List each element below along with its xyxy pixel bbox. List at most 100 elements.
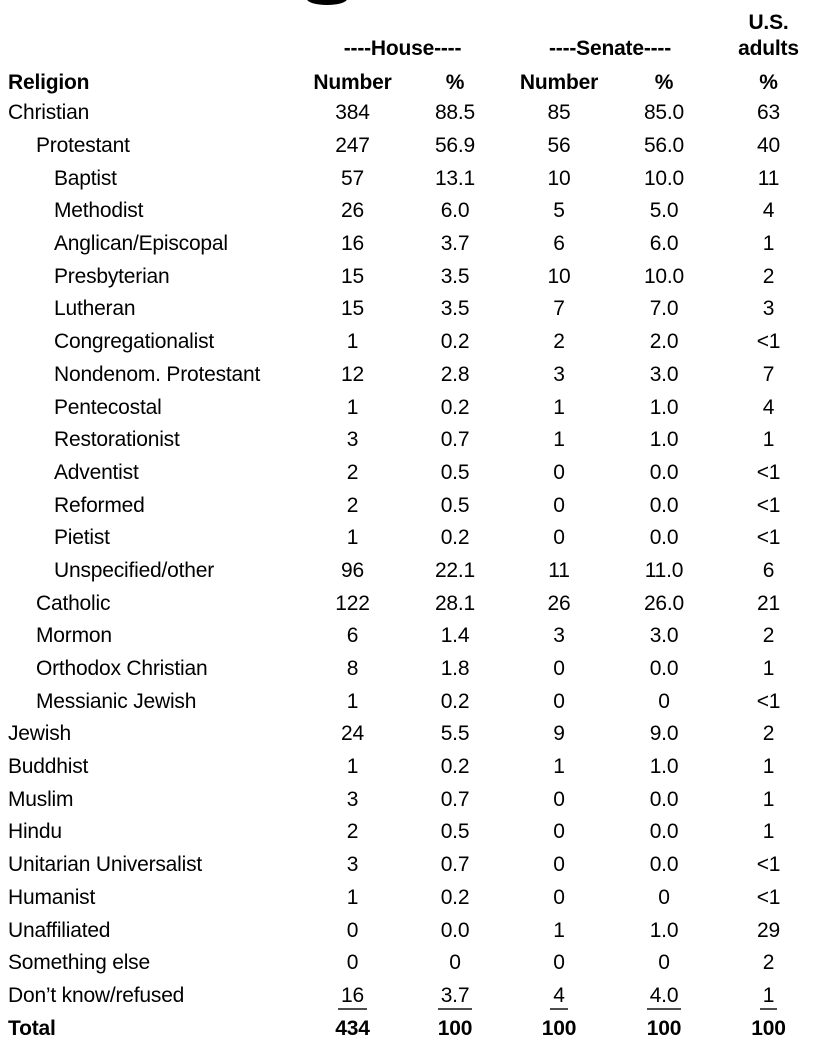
row-value: 10.0 bbox=[643, 166, 685, 190]
row-value: 12 bbox=[341, 362, 364, 386]
row-label: Muslim bbox=[8, 787, 74, 811]
row-value: 0 bbox=[658, 951, 670, 975]
house-group-header: ----House---- bbox=[343, 37, 462, 60]
row-value: 0.0 bbox=[440, 918, 470, 942]
row-value: 434 bbox=[335, 1016, 370, 1040]
row-label: Total bbox=[8, 1016, 56, 1040]
row-value: 88.5 bbox=[434, 101, 476, 125]
row-value: 3 bbox=[553, 362, 565, 386]
row-label: Lutheran bbox=[54, 297, 136, 321]
row-value: 22.1 bbox=[434, 558, 476, 582]
row-value: 10 bbox=[547, 264, 571, 288]
row-value: 1 bbox=[762, 787, 775, 811]
row-value: 7.0 bbox=[649, 297, 679, 321]
row-value: 1.0 bbox=[649, 428, 679, 452]
row-value: 0.0 bbox=[649, 820, 679, 844]
us-adults-header-line2: adults bbox=[738, 37, 799, 60]
row-value: 1 bbox=[762, 232, 775, 256]
row-value: 2 bbox=[346, 460, 359, 484]
row-value: 85 bbox=[547, 101, 571, 125]
row-value: 1 bbox=[346, 330, 359, 354]
row-value: 0 bbox=[346, 951, 359, 975]
row-value: 4.0 bbox=[613, 983, 715, 1010]
row-value: 6.0 bbox=[440, 199, 470, 223]
row-value: 56 bbox=[547, 134, 571, 158]
row-value: 10.0 bbox=[643, 264, 685, 288]
row-value: 0 bbox=[553, 493, 565, 517]
row-value: 24 bbox=[341, 722, 364, 746]
row-label: Catholic bbox=[36, 591, 111, 615]
row-value: 0 bbox=[553, 820, 565, 844]
senate-pct-column-header: % bbox=[654, 71, 674, 94]
table-row: Muslim 3 0.7 0 0.0 1 bbox=[0, 783, 822, 816]
row-value: 5 bbox=[553, 199, 565, 223]
table-row: Hindu 2 0.5 0 0.0 1 bbox=[0, 816, 822, 849]
row-value: 11 bbox=[548, 558, 570, 582]
row-value: <1 bbox=[756, 330, 781, 354]
row-label: Don’t know/refused bbox=[8, 983, 185, 1007]
row-value: 0 bbox=[658, 885, 670, 909]
row-value: 15 bbox=[341, 297, 364, 321]
us-adults-header-line1: U.S. bbox=[748, 11, 789, 34]
table-row: Presbyterian 15 3.5 10 10.0 2 bbox=[0, 260, 822, 293]
row-label: Unspecified/other bbox=[54, 558, 215, 582]
row-label: Something else bbox=[8, 951, 150, 975]
row-value: <1 bbox=[756, 885, 781, 909]
row-value: 2 bbox=[346, 493, 359, 517]
row-value: <1 bbox=[756, 853, 781, 877]
row-label: Mormon bbox=[36, 624, 112, 648]
row-label: Protestant bbox=[36, 134, 130, 158]
row-value: 40 bbox=[757, 134, 780, 158]
table-row: Reformed 2 0.5 0 0.0 <1 bbox=[0, 489, 822, 522]
row-value: 0.5 bbox=[440, 820, 470, 844]
row-value: 3.0 bbox=[649, 624, 679, 648]
row-value: 0.0 bbox=[649, 460, 679, 484]
row-value: 122 bbox=[335, 591, 370, 615]
row-value: 0 bbox=[553, 885, 565, 909]
row-value: 384 bbox=[335, 101, 370, 125]
row-value: 7 bbox=[762, 362, 775, 386]
table-row: Adventist 2 0.5 0 0.0 <1 bbox=[0, 457, 822, 490]
row-value: 56.9 bbox=[434, 134, 476, 158]
table-row: Baptist 57 13.1 10 10.0 11 bbox=[0, 162, 822, 195]
row-value: 0.2 bbox=[440, 885, 470, 909]
senate-number-column-header: Number bbox=[519, 71, 599, 94]
row-value: 1 bbox=[762, 820, 775, 844]
row-value: 0.5 bbox=[440, 460, 470, 484]
row-value: 0.2 bbox=[440, 330, 470, 354]
row-label: Christian bbox=[8, 101, 90, 125]
row-value: 100 bbox=[646, 1016, 682, 1040]
row-value: 9 bbox=[553, 722, 565, 746]
row-value: 0 bbox=[553, 657, 565, 681]
row-value: 0.0 bbox=[649, 853, 679, 877]
row-value: 100 bbox=[751, 1016, 786, 1040]
column-header-row: Religion Number % Number % % bbox=[0, 68, 822, 98]
row-value: 2 bbox=[762, 951, 775, 975]
table-row: Restorationist 3 0.7 1 1.0 1 bbox=[0, 424, 822, 457]
row-value: 1.4 bbox=[440, 624, 470, 648]
row-value: 9.0 bbox=[649, 722, 679, 746]
row-value: 2 bbox=[762, 722, 775, 746]
row-label: Anglican/Episcopal bbox=[54, 232, 228, 256]
table-row: Protestant 247 56.9 56 56.0 40 bbox=[0, 130, 822, 163]
house-number-column-header: Number bbox=[313, 71, 392, 94]
row-value: 96 bbox=[341, 558, 364, 582]
row-value: 3.7 bbox=[440, 232, 470, 256]
row-value: 3 bbox=[346, 853, 359, 877]
row-value: 29 bbox=[757, 918, 780, 942]
row-label: Restorationist bbox=[54, 428, 180, 452]
row-value: 15 bbox=[341, 264, 364, 288]
table-row: Methodist 26 6.0 5 5.0 4 bbox=[0, 195, 822, 228]
row-value: 0 bbox=[553, 787, 565, 811]
row-value: 0 bbox=[553, 853, 565, 877]
row-value: 3 bbox=[346, 787, 359, 811]
row-value: 1 bbox=[762, 657, 775, 681]
row-label: Humanist bbox=[8, 885, 96, 909]
row-value: 1 bbox=[553, 428, 565, 452]
row-label: Congregationalist bbox=[54, 330, 215, 354]
row-value: 1 bbox=[553, 918, 565, 942]
senate-group-header: ----Senate---- bbox=[548, 37, 671, 60]
row-value: 26 bbox=[547, 591, 571, 615]
row-value: 0.7 bbox=[440, 787, 470, 811]
row-value: 8 bbox=[346, 657, 359, 681]
